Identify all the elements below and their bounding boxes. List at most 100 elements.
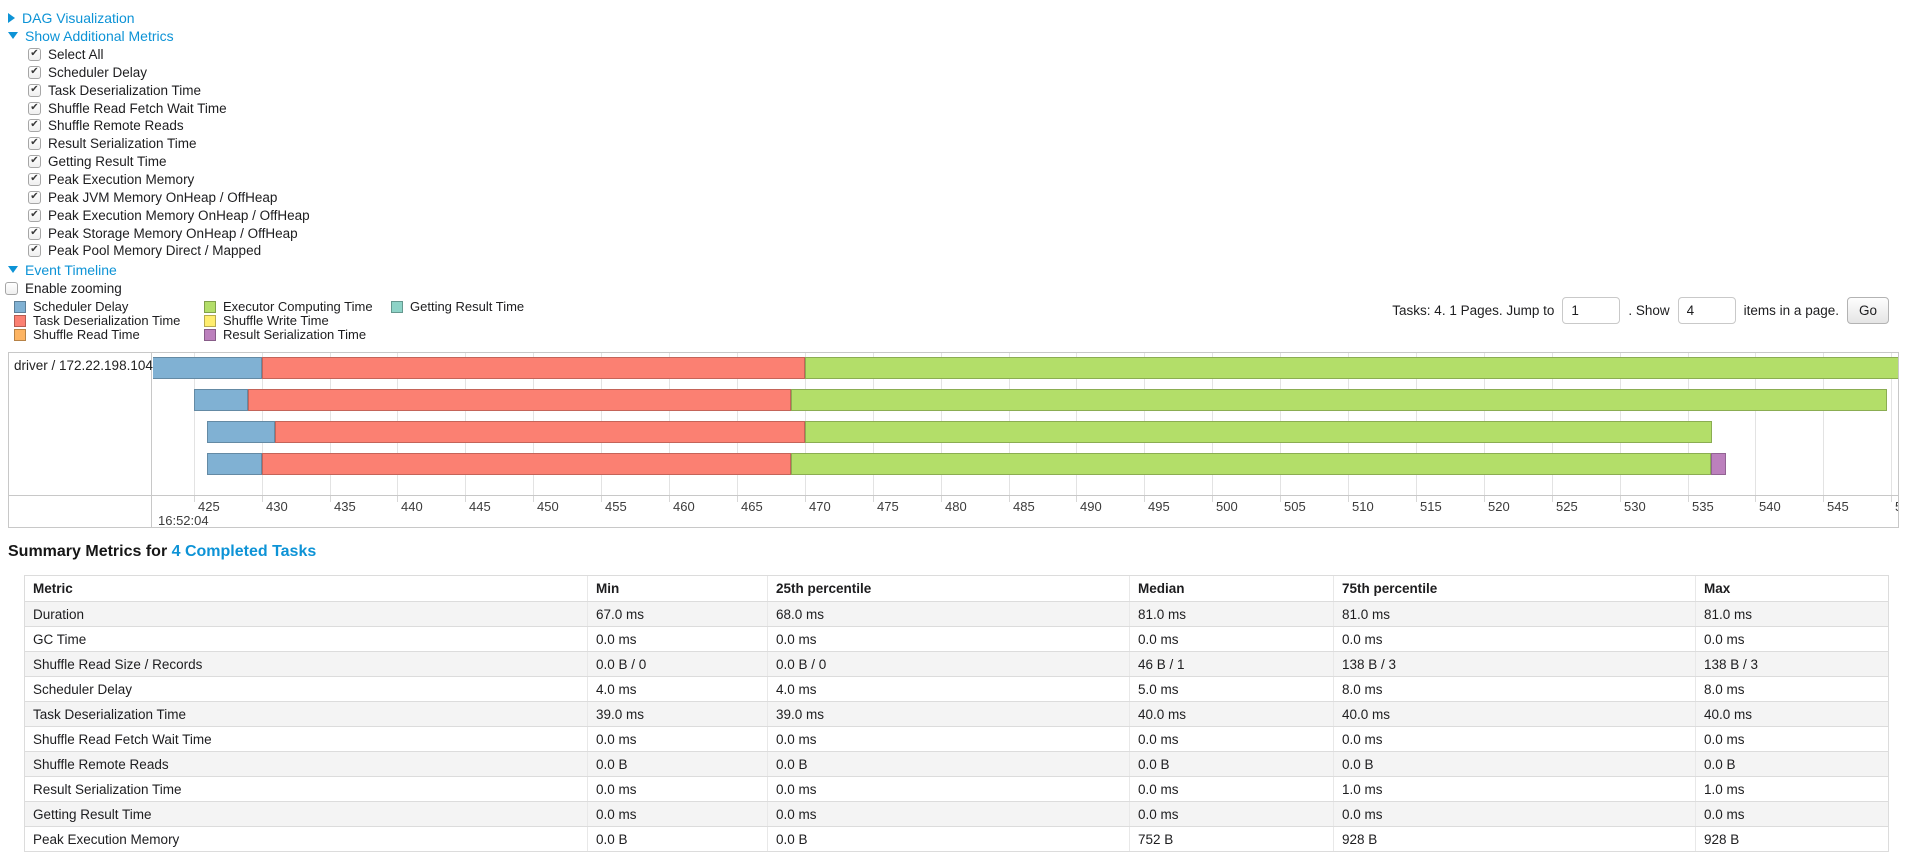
timeline-tick-label: 455 xyxy=(605,499,627,514)
legend-item: Result Serialization Time xyxy=(204,327,366,342)
executor-computing-bar[interactable] xyxy=(804,357,1898,379)
legend-item: Executor Computing Time xyxy=(204,299,373,314)
metric-checkbox-label: Peak JVM Memory OnHeap / OffHeap xyxy=(48,189,278,205)
timeline-tick-label: 480 xyxy=(945,499,967,514)
timeline-tick-mark xyxy=(669,495,670,502)
column-header: Max xyxy=(1695,576,1890,601)
timeline-tick-label: 515 xyxy=(1420,499,1442,514)
metric-value-cell: 0.0 ms xyxy=(1129,727,1333,751)
metric-value-cell: 138 B / 3 xyxy=(1333,652,1695,676)
scheduler-delay-bar[interactable] xyxy=(207,453,262,475)
metric-value-cell: 0.0 ms xyxy=(1129,777,1333,801)
executor-computing-swatch-icon xyxy=(204,300,216,313)
checkbox-checked-icon[interactable]: ✔ xyxy=(28,136,41,150)
checkbox-checked-icon[interactable]: ✔ xyxy=(28,101,41,115)
timeline-tick-mark xyxy=(1212,495,1213,502)
metric-checkbox-item[interactable]: ✔ Scheduler Delay xyxy=(28,64,147,80)
checkbox-checked-icon[interactable]: ✔ xyxy=(28,243,41,257)
result-serialization-bar[interactable] xyxy=(1710,453,1726,475)
timeline-tick-label: 470 xyxy=(809,499,831,514)
table-row: Shuffle Remote Reads 0.0 B 0.0 B 0.0 B 0.0 B… xyxy=(25,751,1888,776)
metric-checkbox-item[interactable]: ✔ Task Deserialization Time xyxy=(28,82,201,98)
metric-checkbox-item[interactable]: ✔ Select All xyxy=(28,46,104,62)
timeline-tick-mark xyxy=(1755,495,1756,502)
metric-checkbox-item[interactable]: ✔ Result Serialization Time xyxy=(28,135,197,151)
legend-item: Task Deserialization Time xyxy=(14,313,181,328)
checkbox-checked-icon[interactable]: ✔ xyxy=(28,154,41,168)
caret-down-icon xyxy=(8,266,18,273)
timeline-tick-label: 465 xyxy=(741,499,763,514)
executor-computing-bar[interactable] xyxy=(791,389,1888,411)
checkbox-checked-icon[interactable]: ✔ xyxy=(28,83,41,97)
timeline-tick-label: 525 xyxy=(1556,499,1578,514)
metric-checkbox-item[interactable]: ✔ Peak Storage Memory OnHeap / OffHeap xyxy=(28,225,298,241)
checkbox-checked-icon[interactable]: ✔ xyxy=(28,47,41,61)
metric-value-cell: 0.0 ms xyxy=(767,777,1129,801)
timeline-tick-mark xyxy=(1823,495,1824,502)
event-timeline-toggle[interactable]: Event Timeline xyxy=(8,261,117,278)
pagination-prefix-text: Tasks: 4. 1 Pages. Jump to xyxy=(1392,303,1555,318)
executor-computing-bar[interactable] xyxy=(804,421,1712,443)
table-row: Shuffle Read Size / Records 0.0 B / 0 0.0 … xyxy=(25,651,1888,676)
metric-checkbox-label: Peak Execution Memory OnHeap / OffHeap xyxy=(48,207,310,223)
legend-label: Shuffle Write Time xyxy=(223,313,329,328)
table-row: Peak Execution Memory 0.0 B 0.0 B 752 B 928 … xyxy=(25,826,1888,851)
metric-checkbox-item[interactable]: ✔ Peak Execution Memory OnHeap / OffHeap xyxy=(28,207,310,223)
pagination-suffix-text: items in a page. xyxy=(1743,303,1839,318)
metric-checkbox-item[interactable]: ✔ Getting Result Time xyxy=(28,153,167,169)
task-deserialization-bar[interactable] xyxy=(261,357,805,379)
caret-down-icon xyxy=(8,32,18,39)
items-per-page-input[interactable] xyxy=(1677,297,1736,324)
table-header-row: Metric Min 25th percentile Median 75th perce… xyxy=(25,576,1888,601)
show-additional-metrics-toggle[interactable]: Show Additional Metrics xyxy=(8,27,174,44)
go-button[interactable]: Go xyxy=(1846,297,1889,324)
metric-checkbox-label: Select All xyxy=(48,46,104,62)
task-deserialization-bar[interactable] xyxy=(275,421,805,443)
metric-checkbox-label: Scheduler Delay xyxy=(48,64,148,80)
checkbox-unchecked-icon[interactable] xyxy=(5,281,18,295)
result-serialization-swatch-icon xyxy=(204,328,216,341)
column-header: Median xyxy=(1129,576,1333,601)
task-deserialization-bar[interactable] xyxy=(261,453,792,475)
metric-value-cell: 0.0 B xyxy=(1129,752,1333,776)
completed-tasks-link[interactable]: 4 Completed Tasks xyxy=(171,543,317,560)
enable-zooming-checkbox-item[interactable]: Enable zooming xyxy=(5,280,122,296)
metric-checkbox-item[interactable]: ✔ Peak JVM Memory OnHeap / OffHeap xyxy=(28,189,277,205)
timeline-tick-mark xyxy=(465,495,466,502)
column-header: Min xyxy=(587,576,767,601)
checkbox-checked-icon[interactable]: ✔ xyxy=(28,208,41,222)
checkbox-checked-icon[interactable]: ✔ xyxy=(28,226,41,240)
metric-checkbox-item[interactable]: ✔ Shuffle Remote Reads xyxy=(28,117,184,133)
legend-label: Task Deserialization Time xyxy=(33,313,181,328)
metric-checkbox-label: Peak Storage Memory OnHeap / OffHeap xyxy=(48,225,298,241)
task-pagination: Tasks: 4. 1 Pages. Jump to . Show items … xyxy=(1392,297,1889,324)
metric-value-cell: 40.0 ms xyxy=(1333,702,1695,726)
column-header: 25th percentile xyxy=(767,576,1129,601)
metric-value-cell: 39.0 ms xyxy=(587,702,767,726)
timeline-plot: 425 430 435 440 445 450 455 460 465 470 475 480 485 4… xyxy=(153,353,1898,527)
metric-value-cell: 0.0 ms xyxy=(1695,802,1890,826)
metric-name-cell: Peak Execution Memory xyxy=(33,831,180,847)
metric-name-cell: Shuffle Read Size / Records xyxy=(33,656,203,672)
metric-checkbox-label: Getting Result Time xyxy=(48,153,167,169)
metric-checkbox-item[interactable]: ✔ Peak Pool Memory Direct / Mapped xyxy=(28,242,261,258)
enable-zooming-label: Enable zooming xyxy=(25,280,122,296)
jump-to-page-input[interactable] xyxy=(1562,297,1621,324)
show-additional-metrics-label: Show Additional Metrics xyxy=(25,27,174,44)
metric-checkbox-item[interactable]: ✔ Peak Execution Memory xyxy=(28,171,194,187)
checkbox-checked-icon[interactable]: ✔ xyxy=(28,65,41,79)
metric-checkbox-item[interactable]: ✔ Shuffle Read Fetch Wait Time xyxy=(28,100,227,116)
metric-value-cell: 40.0 ms xyxy=(1129,702,1333,726)
dag-visualization-toggle[interactable]: DAG Visualization xyxy=(8,9,135,26)
checkbox-checked-icon[interactable]: ✔ xyxy=(28,190,41,204)
metric-value-cell: 0.0 B xyxy=(1333,752,1695,776)
checkbox-checked-icon[interactable]: ✔ xyxy=(28,172,41,186)
metric-value-cell: 39.0 ms xyxy=(767,702,1129,726)
scheduler-delay-bar[interactable] xyxy=(193,389,249,411)
scheduler-delay-bar[interactable] xyxy=(153,357,262,379)
event-timeline-label: Event Timeline xyxy=(25,261,117,278)
executor-computing-bar[interactable] xyxy=(791,453,1711,475)
checkbox-checked-icon[interactable]: ✔ xyxy=(28,118,41,132)
scheduler-delay-bar[interactable] xyxy=(207,421,276,443)
task-deserialization-bar[interactable] xyxy=(248,389,792,411)
